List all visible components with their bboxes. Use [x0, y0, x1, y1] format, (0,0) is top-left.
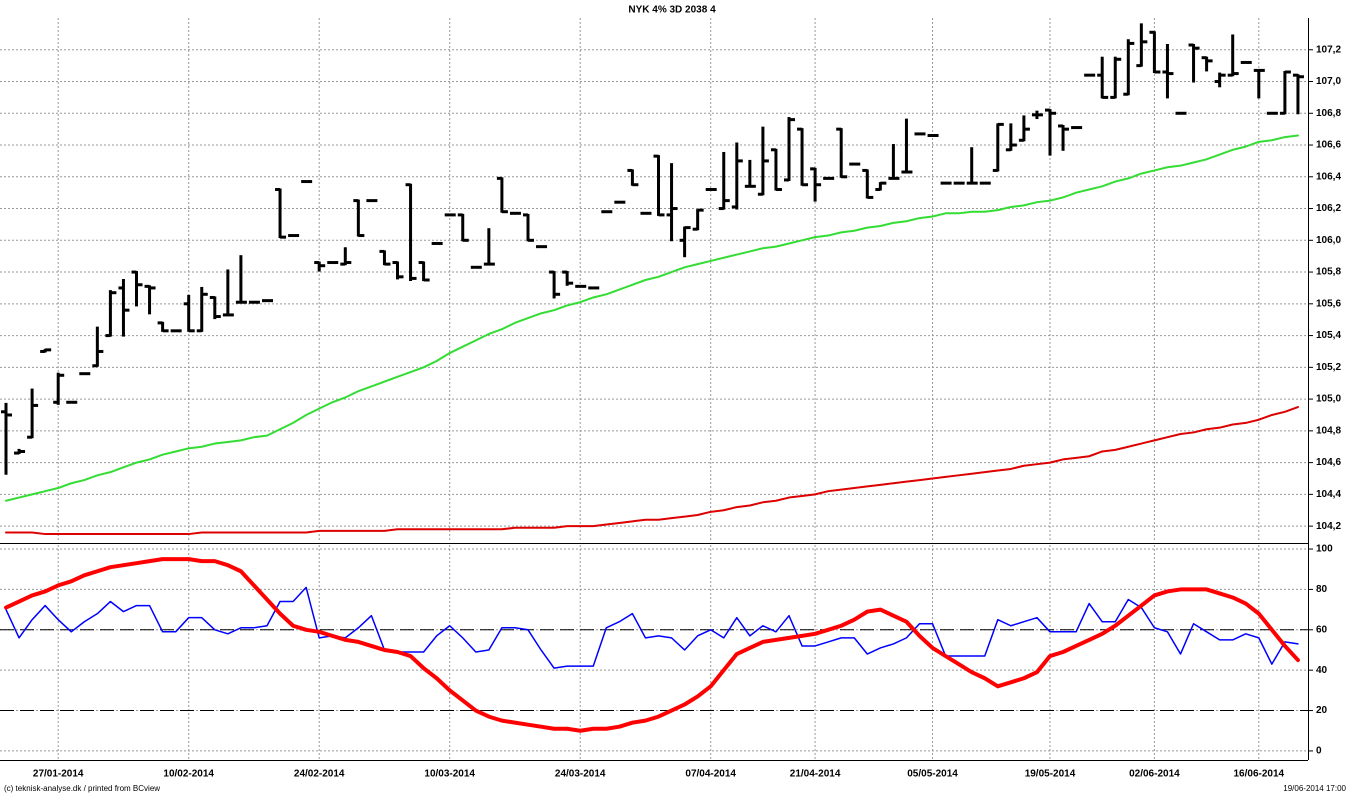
x-tick-label: 02/06-2014: [1129, 769, 1180, 780]
y-tick-label: 80: [1316, 584, 1328, 595]
x-tick-label: 16/06-2014: [1233, 769, 1284, 780]
series-line: [5, 586, 1299, 669]
series-line: [5, 406, 1299, 536]
y-tick-label: 104,6: [1316, 457, 1341, 468]
y-tick-label: 100: [1316, 544, 1333, 555]
y-tick-label: 40: [1316, 665, 1328, 676]
x-tick-label: 10/02-2014: [163, 769, 214, 780]
x-tick-label: 19/05-2014: [1025, 769, 1076, 780]
y-tick-label: 105,8: [1316, 267, 1341, 278]
y-tick-label: 104,2: [1316, 521, 1341, 532]
y-tick-label: 105,0: [1316, 394, 1341, 405]
x-tick-label: 10/03-2014: [424, 769, 475, 780]
y-tick-label: 106,2: [1316, 203, 1341, 214]
x-tick-label: 07/04-2014: [685, 769, 736, 780]
footer-right: 19/06-2014 17:00: [1283, 784, 1346, 793]
y-tick-label: 105,2: [1316, 362, 1341, 373]
y-tick-label: 60: [1316, 624, 1328, 635]
y-tick-label: 104,8: [1316, 425, 1341, 436]
x-tick-label: 27/01-2014: [33, 769, 84, 780]
x-tick-label: 21/04-2014: [790, 769, 841, 780]
y-tick-label: 107,0: [1316, 76, 1341, 87]
y-tick-label: 105,4: [1316, 330, 1341, 341]
y-tick-label: 20: [1316, 705, 1328, 716]
x-tick-label: 05/05-2014: [907, 769, 958, 780]
y-tick-label: 106,8: [1316, 108, 1341, 119]
y-tick-label: 106,4: [1316, 171, 1341, 182]
x-tick-label: 24/02-2014: [294, 769, 345, 780]
y-tick-label: 106,0: [1316, 235, 1341, 246]
y-tick-label: 104,4: [1316, 489, 1341, 500]
x-tick-label: 24/03-2014: [555, 769, 606, 780]
footer-left: (c) teknisk-analyse.dk / printed from BC…: [4, 784, 160, 793]
series-line: [5, 134, 1299, 502]
series-line: [4, 557, 1300, 733]
y-tick-label: 107,2: [1316, 44, 1341, 55]
y-tick-label: 106,6: [1316, 140, 1341, 151]
y-tick-label: 105,6: [1316, 298, 1341, 309]
chart-title: NYK 4% 3D 2038 4: [628, 5, 716, 16]
y-tick-label: 0: [1316, 746, 1322, 757]
